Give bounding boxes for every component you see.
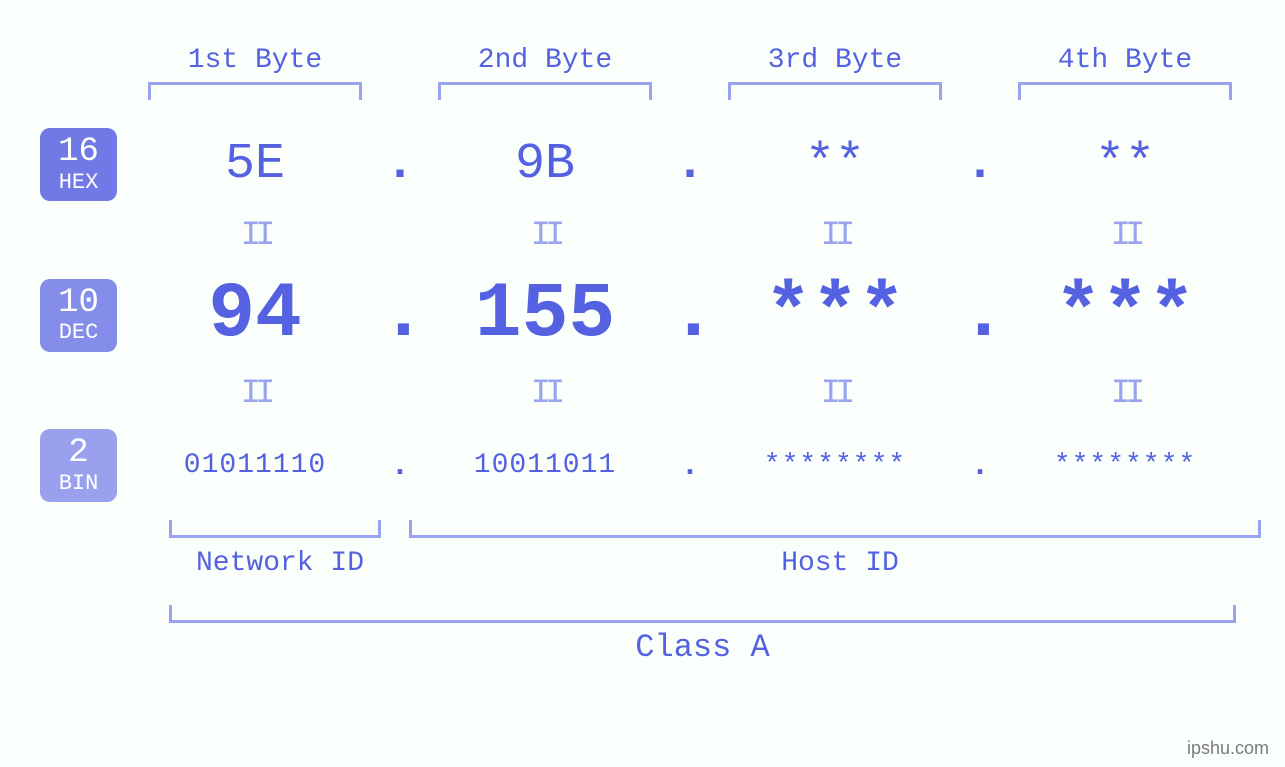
equals-1-4: II [1000, 217, 1250, 255]
bracket-top-1 [148, 82, 362, 100]
class-bracket [169, 605, 1236, 623]
network-id-label: Network ID [155, 548, 405, 579]
hex-byte-3: ** [710, 136, 960, 193]
byte-header-4: 4th Byte [1000, 45, 1250, 76]
equals-1-3: II [710, 217, 960, 255]
bracket-top-3 [728, 82, 942, 100]
dec-dot-2: . [670, 271, 710, 359]
host-id-label: Host ID [405, 548, 1275, 579]
dec-byte-3: *** [710, 271, 960, 359]
byte-brackets-row [40, 76, 1250, 100]
equals-2-2: II [420, 375, 670, 413]
dec-dot-1: . [380, 271, 420, 359]
dec-base-number: 10 [58, 286, 99, 322]
bin-byte-4: ******** [1000, 450, 1250, 481]
bin-dot-1: . [380, 447, 420, 484]
bin-dot-3: . [960, 447, 1000, 484]
dec-byte-4: *** [1000, 271, 1250, 359]
equals-2-4: II [1000, 375, 1250, 413]
equals-1-2: II [420, 217, 670, 255]
hex-dot-2: . [670, 136, 710, 193]
hex-row: 16 HEX 5E . 9B . ** . ** [40, 128, 1250, 201]
dec-byte-1: 94 [130, 271, 380, 359]
bin-byte-2: 10011011 [420, 450, 670, 481]
bin-dot-2: . [670, 447, 710, 484]
ip-byte-diagram: 1st Byte 2nd Byte 3rd Byte 4th Byte 16 H… [40, 45, 1250, 666]
host-bracket [409, 520, 1261, 538]
hex-dot-3: . [960, 136, 1000, 193]
bin-byte-3: ******** [710, 450, 960, 481]
network-host-labels: Network ID Host ID [155, 548, 1250, 579]
dec-dot-3: . [960, 271, 1000, 359]
class-label: Class A [155, 629, 1250, 666]
hex-base-text: HEX [59, 171, 99, 194]
bin-badge: 2 BIN [40, 429, 117, 502]
hex-byte-2: 9B [420, 136, 670, 193]
class-bracket-row [155, 605, 1250, 623]
equals-row-2: II II II II [40, 375, 1250, 413]
bracket-top-4 [1018, 82, 1232, 100]
byte-headers-row: 1st Byte 2nd Byte 3rd Byte 4th Byte [40, 45, 1250, 76]
hex-badge: 16 HEX [40, 128, 117, 201]
dec-byte-2: 155 [420, 271, 670, 359]
hex-base-number: 16 [58, 135, 99, 171]
equals-1-1: II [130, 217, 380, 255]
byte-header-1: 1st Byte [130, 45, 380, 76]
dec-base-text: DEC [59, 321, 99, 344]
network-host-brackets [155, 520, 1250, 544]
dec-badge: 10 DEC [40, 279, 117, 352]
bin-row: 2 BIN 01011110 . 10011011 . ******** . *… [40, 429, 1250, 502]
network-bracket [169, 520, 381, 538]
hex-byte-1: 5E [130, 136, 380, 193]
hex-byte-4: ** [1000, 136, 1250, 193]
byte-header-3: 3rd Byte [710, 45, 960, 76]
dec-row: 10 DEC 94 . 155 . *** . *** [40, 271, 1250, 359]
bin-base-text: BIN [59, 472, 99, 495]
watermark: ipshu.com [1187, 738, 1269, 759]
bin-byte-1: 01011110 [130, 450, 380, 481]
equals-2-1: II [130, 375, 380, 413]
bracket-top-2 [438, 82, 652, 100]
hex-dot-1: . [380, 136, 420, 193]
bin-base-number: 2 [68, 436, 88, 472]
equals-2-3: II [710, 375, 960, 413]
equals-row-1: II II II II [40, 217, 1250, 255]
byte-header-2: 2nd Byte [420, 45, 670, 76]
